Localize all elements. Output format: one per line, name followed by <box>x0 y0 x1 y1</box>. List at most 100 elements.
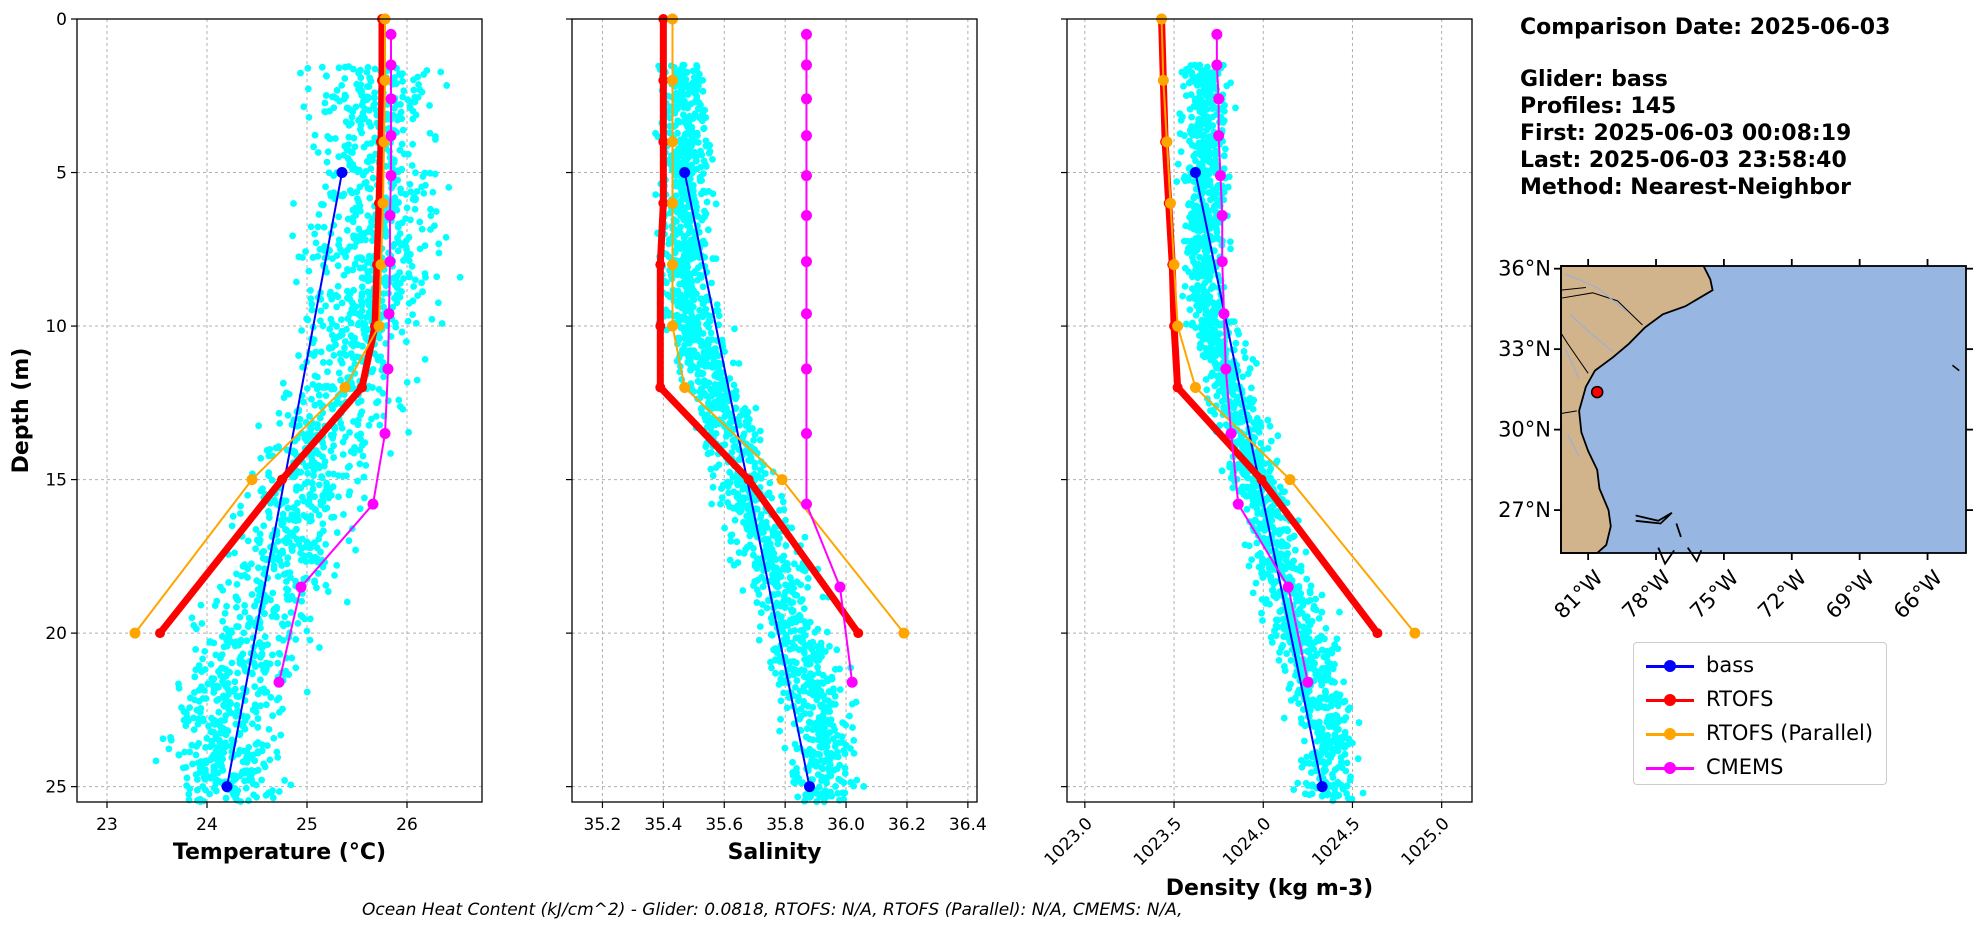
glider-observation-point <box>1328 649 1336 657</box>
glider-observation-point <box>694 313 702 321</box>
glider-observation-point <box>801 631 809 639</box>
glider-observation-point <box>756 427 764 435</box>
glider-observation-point <box>750 436 757 444</box>
glider-observation-point <box>1318 792 1326 800</box>
glider-observation-point <box>284 620 292 628</box>
glider-observation-point <box>406 180 414 188</box>
glider-observation-point <box>408 262 416 270</box>
glider-observation-point <box>217 717 225 725</box>
glider-observation-point <box>357 121 365 129</box>
glider-observation-point <box>371 89 378 97</box>
glider-observation-point <box>1343 759 1351 767</box>
glider-observation-point <box>702 392 710 400</box>
glider-observation-point <box>1300 737 1308 745</box>
glider-observation-point <box>198 620 206 627</box>
glider-observation-point <box>335 213 343 221</box>
glider-observation-point <box>799 566 807 574</box>
glider-observation-point <box>695 378 703 386</box>
glider-observation-point <box>400 275 407 282</box>
glider-observation-point <box>306 413 313 420</box>
glider-observation-point <box>183 782 191 789</box>
glider-observation-point <box>743 543 751 551</box>
glider-observation-point <box>409 140 417 148</box>
glider-observation-point <box>1212 147 1220 155</box>
glider-observation-point <box>324 148 332 156</box>
glider-observation-point <box>389 243 397 250</box>
glider-observation-point <box>346 310 354 318</box>
glider-observation-point <box>258 776 266 784</box>
glider-observation-point <box>1224 183 1232 191</box>
glider-observation-point <box>1226 463 1234 471</box>
series-point-cmems <box>385 28 397 40</box>
glider-observation-point <box>222 794 230 802</box>
glider-observation-point <box>348 385 356 392</box>
glider-observation-point <box>179 764 187 772</box>
glider-observation-point <box>222 625 230 633</box>
glider-observation-point <box>178 704 185 711</box>
glider-observation-point <box>811 628 819 636</box>
glider-observation-point <box>339 438 347 446</box>
series-point-rtofs-parallel <box>1161 136 1173 148</box>
glider-observation-point <box>396 146 404 154</box>
glider-observation-point <box>777 675 785 683</box>
glider-observation-point <box>688 313 696 320</box>
glider-observation-point <box>1258 609 1265 617</box>
series-point-rtofs-parallel <box>679 381 691 393</box>
glider-observation-point <box>704 226 712 234</box>
glider-observation-point <box>277 731 285 739</box>
glider-observation-point <box>684 275 692 283</box>
glider-observation-point <box>1209 122 1217 129</box>
series-point-cmems <box>295 581 307 593</box>
glider-observation-point <box>672 268 680 276</box>
glider-observation-point <box>208 741 216 749</box>
glider-observation-point <box>813 762 820 770</box>
glider-observation-point <box>416 245 424 253</box>
glider-observation-point <box>721 348 728 355</box>
glider-observation-point <box>211 602 219 610</box>
glider-observation-point <box>307 223 315 231</box>
glider-observation-point <box>229 687 237 695</box>
glider-observation-point <box>315 211 323 218</box>
glider-observation-point <box>427 212 435 220</box>
glider-observation-point <box>239 562 247 570</box>
glider-observation-point <box>333 86 341 94</box>
series-point-cmems <box>273 676 285 688</box>
glider-observation-point <box>306 551 313 559</box>
glider-observation-point <box>234 669 241 677</box>
glider-observation-point <box>329 405 336 413</box>
glider-observation-point <box>1193 263 1201 271</box>
glider-observation-point <box>779 557 786 564</box>
glider-observation-point <box>1213 228 1221 236</box>
glider-observation-point <box>1211 217 1219 225</box>
glider-observation-point <box>1262 596 1270 603</box>
glider-observation-point <box>1232 382 1240 390</box>
glider-observation-point <box>287 574 294 581</box>
glider-observation-point <box>702 137 710 145</box>
glider-observation-point <box>1303 575 1311 583</box>
glider-observation-point <box>309 485 317 493</box>
glider-observation-point <box>363 96 371 104</box>
glider-observation-point <box>1200 138 1207 145</box>
glider-observation-point <box>1276 483 1284 491</box>
glider-observation-point <box>233 623 240 630</box>
glider-observation-point <box>690 250 698 258</box>
glider-observation-point <box>354 341 362 349</box>
glider-observation-point <box>369 384 376 391</box>
y-tick-label: 15 <box>45 471 67 491</box>
glider-observation-point <box>725 489 732 497</box>
glider-observation-point <box>1202 350 1210 357</box>
series-point-rtofs <box>655 382 666 393</box>
glider-observation-point <box>681 341 688 349</box>
glider-observation-point <box>394 247 402 255</box>
glider-observation-point <box>1342 714 1350 721</box>
glider-observation-point <box>664 291 672 299</box>
glider-observation-point <box>231 642 239 650</box>
series-point-cmems <box>383 308 395 320</box>
glider-observation-point <box>809 703 817 711</box>
glider-observation-point <box>1275 656 1283 664</box>
glider-observation-point <box>1276 555 1284 563</box>
glider-observation-point <box>662 306 670 314</box>
glider-observation-point <box>349 266 357 274</box>
glider-observation-point <box>691 268 699 275</box>
glider-observation-point <box>244 574 251 581</box>
